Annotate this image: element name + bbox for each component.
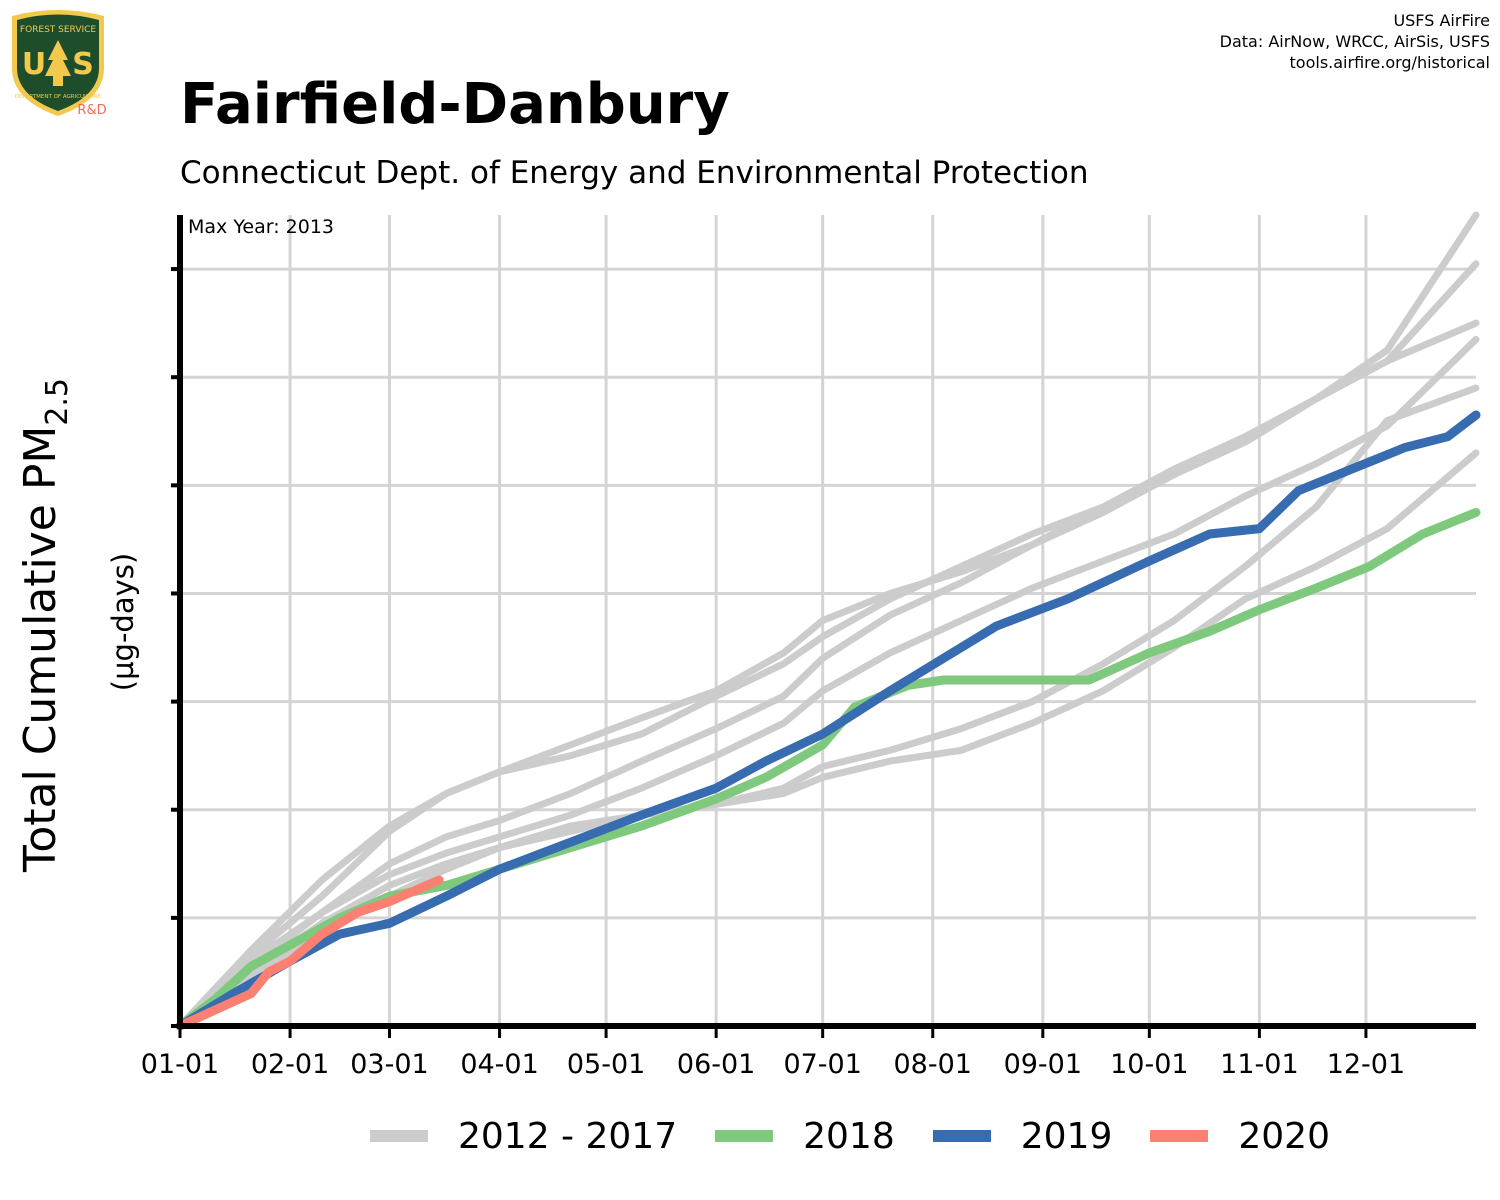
series-line-historical <box>176 335 1480 1030</box>
x-tick-label: 03-01 <box>350 1049 428 1080</box>
series-line-historical <box>176 260 1480 1030</box>
series-line-historical <box>176 211 1480 1030</box>
legend-item: 2019 <box>932 1115 1113 1157</box>
series-line-historical <box>176 384 1480 1030</box>
series-line-historical <box>176 319 1480 1030</box>
legend: 2012 - 2017 2018 2019 2020 <box>370 1112 1368 1160</box>
logo-letter-s: S <box>72 47 94 82</box>
credit-line: tools.airfire.org/historical <box>1289 53 1490 72</box>
legend-label: 2018 <box>803 1115 895 1157</box>
chart-subtitle: Connecticut Dept. of Energy and Environm… <box>180 155 1089 191</box>
x-tick-label: 08-01 <box>894 1049 972 1080</box>
y-axis-label-sub: 2.5 <box>40 378 75 426</box>
logo-top-text: FOREST SERVICE <box>20 25 97 35</box>
x-tick-label: 11-01 <box>1220 1049 1298 1080</box>
y-axis-label: Total Cumulative PM2.5 <box>15 378 75 873</box>
tree-icon <box>45 40 71 86</box>
chart-title: Fairfield-Danbury <box>180 72 730 137</box>
legend-label: 2020 <box>1238 1115 1330 1157</box>
x-tick-label: 02-01 <box>251 1049 329 1080</box>
legend-swatch <box>1150 1130 1209 1142</box>
x-tick-label: 07-01 <box>783 1049 861 1080</box>
x-tick-label: 04-01 <box>460 1049 538 1080</box>
x-tick-label: 05-01 <box>567 1049 645 1080</box>
logo-bottom-text: DEPARTMENT OF AGRICULTURE <box>15 94 102 100</box>
logo-badge: R&D <box>77 103 106 118</box>
legend-item: 2018 <box>715 1116 895 1157</box>
max-year-note: Max Year: 2013 <box>188 216 334 238</box>
series-line-2019 <box>175 410 1481 1031</box>
credit-line: USFS AirFire <box>1393 11 1490 30</box>
series-line-2018 <box>175 507 1481 1031</box>
x-tick-label: 10-01 <box>1110 1049 1188 1080</box>
legend-item: 2012 - 2017 <box>370 1116 677 1157</box>
svg-text:Total Cumulative PM2.5: Total Cumulative PM2.5 <box>15 378 75 873</box>
data-credits: USFS AirFire Data: AirNow, WRCC, AirSis,… <box>1220 10 1490 73</box>
legend-label: 2019 <box>1020 1115 1113 1157</box>
credit-line: Data: AirNow, WRCC, AirSis, USFS <box>1219 32 1490 51</box>
y-axis-label-main: Total Cumulative PM <box>15 426 66 873</box>
highlight-series <box>175 410 1481 1031</box>
x-tick-label: 01-01 <box>141 1049 219 1080</box>
legend-label: 2012 - 2017 <box>458 1115 678 1157</box>
x-tick-label: 09-01 <box>1004 1049 1082 1080</box>
legend-swatch <box>715 1130 774 1142</box>
x-tick-label: 06-01 <box>677 1049 755 1080</box>
axes <box>171 215 1476 1038</box>
legend-swatch <box>370 1130 428 1142</box>
usfs-logo: FOREST SERVICE U S DEPARTMENT OF AGRICUL… <box>12 10 107 118</box>
logo-letter-u: U <box>22 47 46 82</box>
legend-swatch <box>932 1130 991 1142</box>
y-axis-unit: (µg-days) <box>106 553 140 691</box>
legend-item: 2020 <box>1150 1116 1330 1157</box>
historical-series <box>176 211 1480 1030</box>
x-tick-labels: 01-01 02-01 03-01 04-01 05-01 06-01 07-01 08-01… <box>141 1049 1405 1080</box>
series-line-2020 <box>175 875 444 1031</box>
x-tick-label: 12-01 <box>1327 1049 1405 1080</box>
